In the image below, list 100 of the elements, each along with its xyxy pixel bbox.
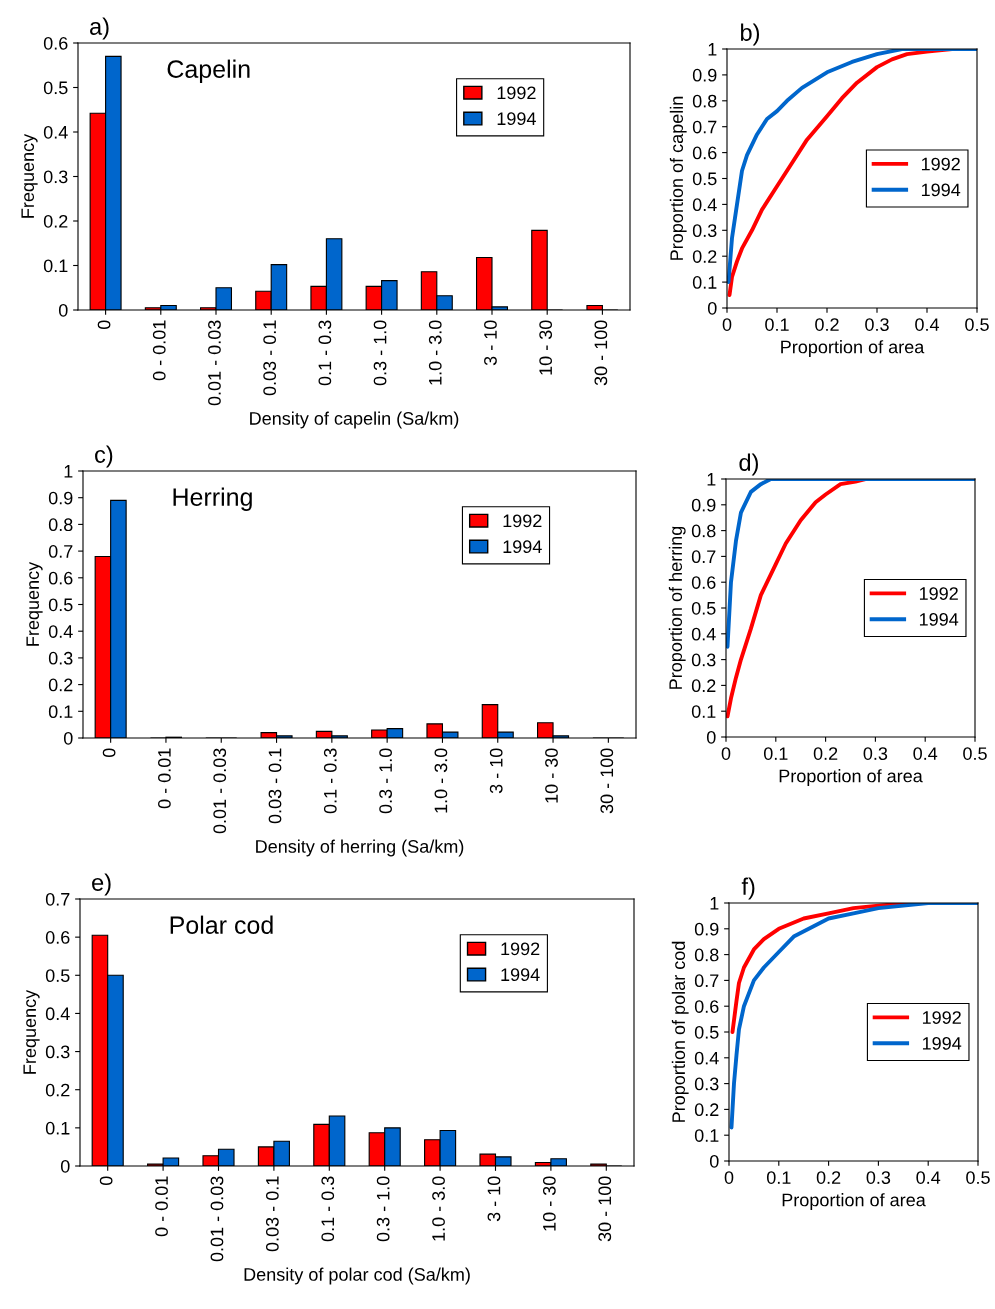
y-tick-label: 0.6: [45, 931, 70, 944]
legend-label: 1992: [921, 157, 960, 171]
y-tick-label: 0.7: [692, 120, 717, 134]
x-tick-label: 0.4: [916, 1171, 941, 1184]
y-tick-label: 0.1: [692, 276, 717, 289]
y-tick-label: 0.9: [694, 922, 719, 936]
y-tick-label: 0.9: [692, 68, 717, 82]
y-tick-label: 0.2: [692, 250, 717, 263]
x-tick-label: 0: [724, 1171, 734, 1184]
y-tick-label: 0.3: [694, 1077, 719, 1091]
y-tick-label: 0: [63, 731, 73, 745]
y-tick-label: 1: [708, 43, 717, 56]
y-tick-label: 0.6: [694, 1000, 719, 1013]
legend-label: 1992: [501, 942, 540, 956]
x-tick-label: 0 - 0.01: [155, 1176, 168, 1237]
legend-label: 1994: [919, 612, 959, 626]
x-tick-label: 0.3: [865, 318, 889, 331]
chart-title: c): [95, 445, 113, 468]
y-tick-label: 0: [709, 1154, 719, 1168]
y-tick-label: 0.8: [691, 524, 716, 538]
y-tick-label: 1: [707, 473, 716, 486]
x-tick-label: 0.3 - 1.0: [373, 320, 387, 386]
x-tick-label: 0: [97, 320, 111, 330]
legend-label: 1994: [503, 540, 542, 554]
x-tick-label: 0.2: [816, 1171, 841, 1184]
x-tick-label: 10 - 30: [539, 320, 553, 375]
legend-label: 1992: [919, 587, 958, 600]
y-tick-label: 0.6: [43, 36, 68, 50]
x-tick-label: 0.3: [866, 1171, 891, 1184]
y-tick-label: 0.7: [45, 892, 70, 906]
x-tick-label: 0: [102, 748, 116, 758]
x-tick-label: 0.03 - 0.1: [263, 320, 277, 396]
y-tick-label: 0.5: [45, 969, 70, 983]
y-tick-label: 0.3: [691, 653, 716, 667]
y-tick-label: 0.1: [48, 705, 73, 719]
x-tick-label: 0.2: [815, 318, 839, 331]
y-tick-label: 1: [710, 897, 719, 910]
y-tick-label: 0.2: [694, 1103, 719, 1117]
x-axis-title: Proportion of area: [781, 340, 925, 357]
y-tick-label: 0.1: [694, 1129, 719, 1142]
y-tick-label: 0.1: [43, 259, 68, 273]
annotation: Polar cod: [170, 915, 273, 934]
chart-title: b): [741, 23, 760, 46]
x-tick-label: 10 - 30: [542, 1176, 556, 1231]
legend-label: 1994: [501, 968, 540, 982]
x-tick-label: 10 - 30: [545, 748, 558, 803]
y-tick-label: 0.6: [692, 146, 717, 160]
y-tick-label: 0.3: [45, 1045, 70, 1059]
y-tick-label: 0.3: [43, 170, 68, 184]
y-tick-label: 0.2: [691, 679, 716, 693]
x-tick-label: 0 - 0.01: [152, 320, 166, 381]
x-tick-label: 0: [722, 318, 732, 331]
y-tick-label: 0.7: [48, 545, 73, 558]
x-axis-title: Proportion of area: [782, 1193, 926, 1210]
y-tick-label: 0.5: [43, 81, 68, 95]
x-axis-title: Density of herring (Sa/km): [256, 839, 464, 857]
y-tick-label: 0: [60, 1159, 70, 1173]
x-tick-label: 0.01 - 0.03: [208, 320, 221, 406]
x-tick-label: 0.3 - 1.0: [376, 1176, 390, 1242]
y-tick-label: 0.4: [48, 625, 73, 638]
legend-label: 1992: [503, 514, 542, 528]
y-axis-title: Frequency: [23, 989, 40, 1074]
y-axis-title: Frequency: [26, 561, 43, 646]
y-axis-title: Proportion of herring: [668, 526, 686, 689]
x-tick-label: 1.0 - 3.0: [434, 748, 448, 813]
y-axis-title: Frequency: [21, 133, 38, 218]
y-tick-label: 0.2: [48, 678, 73, 692]
legend-label: 1994: [497, 112, 536, 126]
x-tick-label: 0.5: [966, 1171, 990, 1184]
y-tick-label: 0.7: [694, 974, 719, 988]
y-tick-label: 0.5: [691, 601, 716, 615]
y-tick-label: 0.2: [43, 214, 68, 228]
x-tick-label: 0.4: [913, 747, 938, 760]
y-tick-label: 0.3: [48, 651, 73, 665]
chart-title: a): [90, 17, 109, 40]
y-tick-label: 0.7: [691, 550, 716, 564]
x-tick-label: 0.3: [863, 747, 888, 760]
x-tick-label: 0.5: [965, 318, 989, 331]
y-tick-label: 0.4: [692, 198, 717, 212]
chart-title: f): [741, 877, 755, 900]
x-tick-label: 0.3 - 1.0: [379, 748, 392, 814]
y-axis-title: Proportion of capelin: [669, 96, 687, 260]
y-tick-label: 0.1: [45, 1121, 70, 1135]
x-tick-label: 0.1: [766, 1171, 791, 1184]
y-tick-label: 0.9: [691, 498, 716, 512]
annotation: Capelin: [167, 59, 250, 83]
x-tick-label: 0.2: [813, 747, 838, 760]
y-tick-label: 0.8: [48, 518, 73, 532]
x-tick-label: 0.1: [765, 318, 789, 331]
x-tick-label: 30 - 100: [600, 748, 614, 814]
y-tick-label: 0.6: [48, 571, 73, 585]
y-tick-label: 0.4: [694, 1051, 719, 1065]
x-tick-label: 0.03 - 0.1: [265, 1176, 279, 1252]
y-tick-label: 0.5: [694, 1025, 719, 1039]
y-tick-label: 0.9: [48, 491, 73, 505]
y-tick-label: 0.4: [691, 627, 716, 641]
y-tick-label: 0.8: [692, 94, 717, 108]
y-tick-label: 0.5: [692, 172, 717, 186]
legend-label: 1992: [497, 86, 536, 100]
x-tick-label: 30 - 100: [598, 1176, 612, 1242]
